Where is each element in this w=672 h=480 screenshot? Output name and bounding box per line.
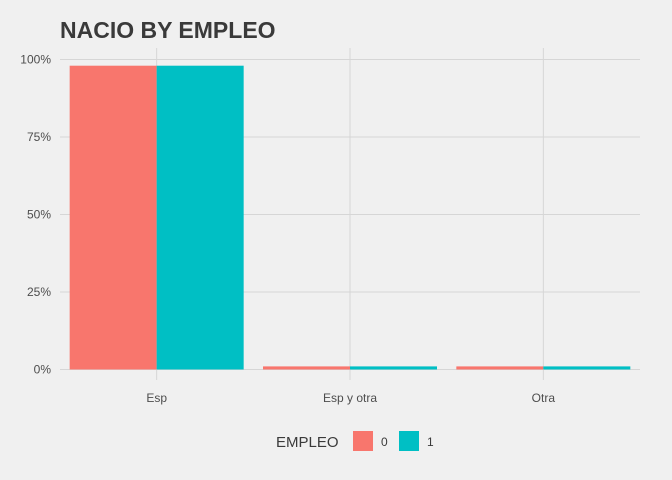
legend-key-1 bbox=[399, 431, 419, 451]
x-tick-label: Esp bbox=[146, 391, 167, 405]
bars bbox=[69, 65, 631, 370]
legend: EMPLEO 0 1 bbox=[276, 431, 434, 451]
x-axis: Esp Esp y otra Otra bbox=[146, 391, 555, 405]
bar-otra-series-0 bbox=[456, 366, 544, 370]
legend-title: EMPLEO bbox=[276, 434, 339, 451]
chart-title: NACIO BY EMPLEO bbox=[60, 17, 276, 43]
legend-key-0 bbox=[353, 431, 373, 451]
legend-label-0: 0 bbox=[381, 435, 388, 449]
bar-esp-series-0 bbox=[69, 65, 157, 370]
bar-esp-series-1 bbox=[156, 65, 244, 370]
y-tick-label: 50% bbox=[27, 208, 51, 222]
y-tick-label: 0% bbox=[34, 363, 52, 377]
bar-esp-y-otra-series-0 bbox=[263, 366, 350, 370]
y-axis: 0% 25% 50% 75% 100% bbox=[20, 53, 51, 377]
bar-esp-y-otra-series-1 bbox=[350, 366, 437, 370]
bar-otra-series-1 bbox=[543, 366, 631, 370]
y-tick-label: 100% bbox=[20, 53, 51, 67]
y-tick-label: 75% bbox=[27, 130, 51, 144]
x-tick-label: Otra bbox=[532, 391, 556, 405]
y-tick-label: 25% bbox=[27, 285, 51, 299]
legend-label-1: 1 bbox=[427, 435, 434, 449]
x-tick-label: Esp y otra bbox=[323, 391, 377, 405]
